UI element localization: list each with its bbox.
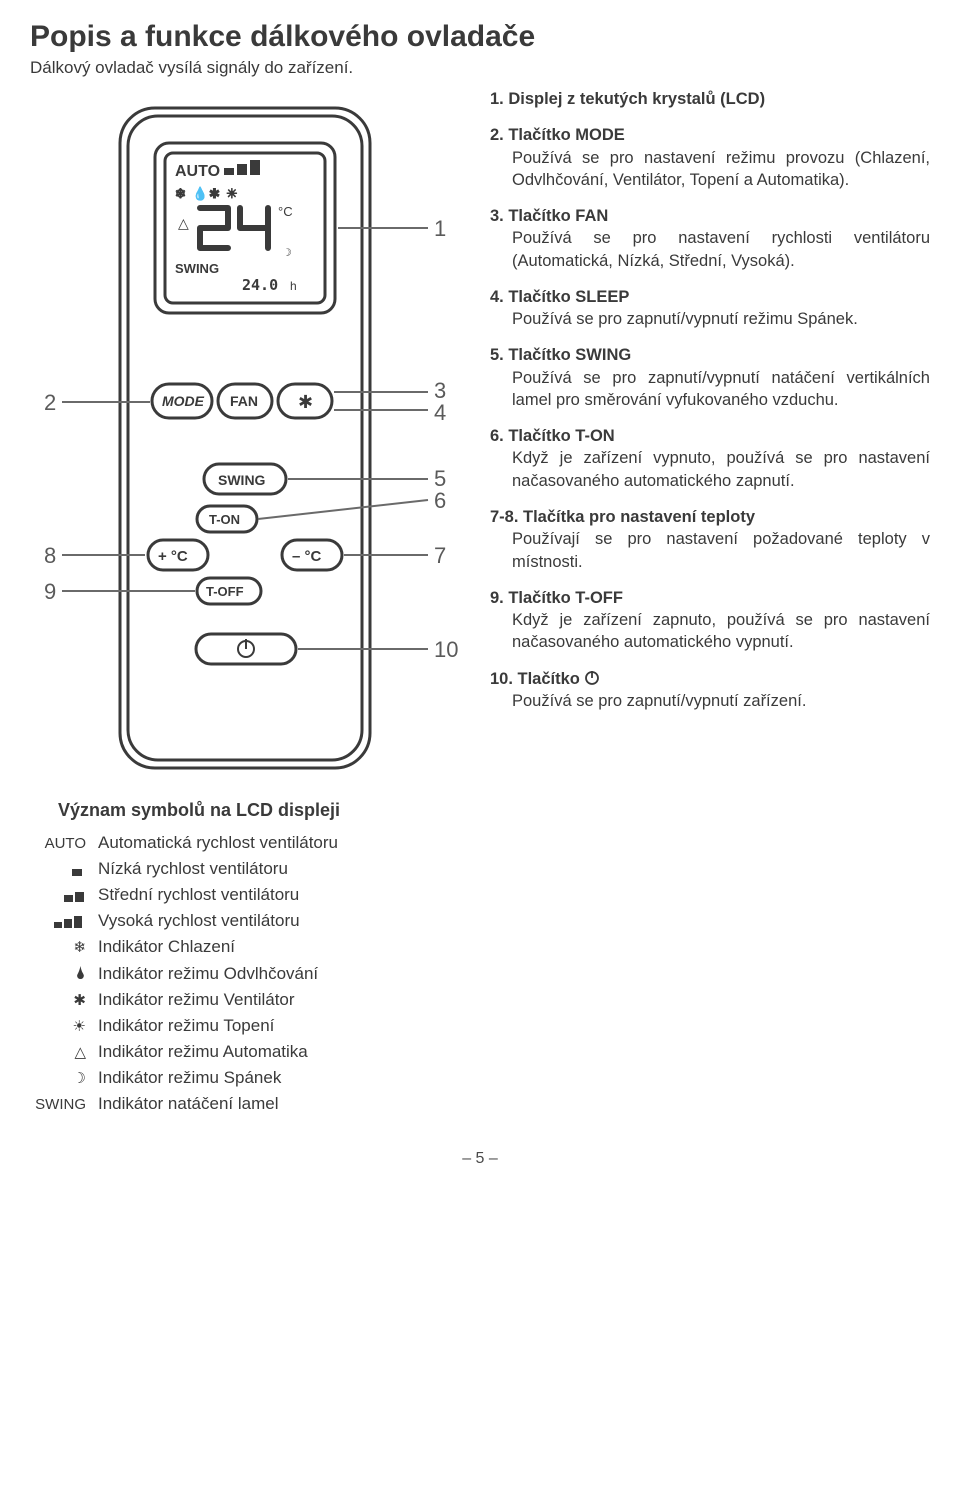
svg-text:+ °C: + °C: [158, 548, 188, 565]
sym-cool-label: Indikátor Chlazení: [98, 937, 460, 957]
svg-text:FAN: FAN: [230, 393, 258, 409]
d10-body: Používá se pro zapnutí/vypnutí zařízení.: [512, 692, 806, 710]
d2-body: Používá se pro nastavení režimu provozu …: [512, 149, 930, 189]
d1-title: 1. Displej z tekutých krystalů (LCD): [490, 90, 765, 108]
svg-text:❄: ❄: [175, 186, 186, 201]
page-subtitle: Dálkový ovladač vysílá signály do zaříze…: [30, 58, 930, 78]
d4-title: 4. Tlačítko SLEEP: [490, 288, 629, 306]
callout-4: 4: [434, 400, 446, 426]
sym-automode-icon: △: [30, 1043, 98, 1061]
callout-6: 6: [434, 488, 446, 514]
d2-title: 2. Tlačítko MODE: [490, 126, 625, 144]
svg-text:T-ON: T-ON: [209, 512, 240, 527]
d9-body: Když je zařízení zapnuto, používá se pro…: [512, 611, 930, 651]
page-title: Popis a funkce dálkového ovladače: [30, 20, 930, 54]
sym-low-label: Nízká rychlost ventilátoru: [98, 859, 460, 879]
lcd-auto: AUTO: [175, 163, 220, 180]
sym-sleep-icon: ☽: [30, 1069, 98, 1087]
d5-title: 5. Tlačítko SWING: [490, 346, 631, 364]
sym-dehum-icon: 🌢: [30, 963, 98, 984]
remote-diagram: AUTO ❄ 💧 ✱ ☀ △: [30, 88, 460, 778]
sym-swing-label: Indikátor natáčení lamel: [98, 1094, 460, 1114]
callout-7: 7: [434, 543, 446, 569]
d4-body: Používá se pro zapnutí/vypnutí režimu Sp…: [512, 310, 858, 328]
svg-text:T-OFF: T-OFF: [206, 584, 244, 599]
power-icon: [584, 670, 600, 686]
sym-swing-icon: SWING: [30, 1096, 98, 1113]
sym-fan-label: Indikátor režimu Ventilátor: [98, 990, 460, 1010]
svg-text:°C: °C: [278, 204, 293, 219]
sym-auto-label: Automatická rychlost ventilátoru: [98, 833, 460, 853]
sym-mid-label: Střední rychlost ventilátoru: [98, 885, 460, 905]
sym-mid-icon: [30, 887, 98, 904]
svg-text:☽: ☽: [282, 247, 292, 259]
sym-auto-icon: AUTO: [30, 835, 98, 852]
d6-body: Když je zařízení vypnuto, používá se pro…: [512, 449, 930, 489]
d6-title: 6. Tlačítko T-ON: [490, 427, 615, 445]
svg-text:SWING: SWING: [175, 261, 219, 276]
callout-1: 1: [434, 216, 446, 242]
svg-text:✱: ✱: [298, 392, 313, 412]
d5-body: Používá se pro zapnutí/vypnutí natáčení …: [512, 369, 930, 409]
callout-8: 8: [44, 543, 56, 569]
descriptions: 1. Displej z tekutých krystalů (LCD) 2. …: [490, 88, 930, 726]
svg-text:☀: ☀: [226, 186, 238, 201]
svg-text:△: △: [178, 215, 189, 231]
callout-10: 10: [434, 637, 458, 663]
sym-automode-label: Indikátor režimu Automatika: [98, 1042, 460, 1062]
sym-fan-icon: ✱: [30, 991, 98, 1009]
svg-text:✱: ✱: [209, 186, 220, 201]
svg-text:24.0: 24.0: [242, 276, 278, 294]
d78-title: 7-8. Tlačítka pro nastavení teploty: [490, 508, 755, 526]
sym-high-icon: [30, 913, 98, 930]
sym-high-label: Vysoká rychlost ventilátoru: [98, 911, 460, 931]
d9-title: 9. Tlačítko T-OFF: [490, 589, 623, 607]
svg-text:MODE: MODE: [162, 393, 205, 409]
sym-sleep-label: Indikátor režimu Spánek: [98, 1068, 460, 1088]
svg-text:h: h: [290, 279, 297, 293]
sym-heat-icon: ☀: [30, 1017, 98, 1035]
callout-9: 9: [44, 579, 56, 605]
svg-text:– °C: – °C: [292, 548, 322, 565]
d3-title: 3. Tlačítko FAN: [490, 207, 608, 225]
page-number: – 5 –: [30, 1150, 930, 1168]
svg-text:💧: 💧: [192, 186, 208, 201]
d3-body: Používá se pro nastavení rychlosti venti…: [512, 229, 930, 269]
sym-heat-label: Indikátor režimu Topení: [98, 1016, 460, 1036]
sym-low-icon: [30, 861, 98, 878]
callout-2: 2: [44, 390, 56, 416]
sym-dehum-label: Indikátor režimu Odvlhčování: [98, 964, 460, 984]
symbols-table: AUTO Automatická rychlost ventilátoru Ní…: [30, 833, 460, 1114]
sym-cool-icon: ❄: [30, 938, 98, 956]
svg-text:SWING: SWING: [218, 472, 266, 488]
d10-title-a: 10. Tlačítko: [490, 670, 584, 688]
d78-body: Používají se pro nastavení požadované te…: [512, 530, 930, 570]
symbols-heading: Význam symbolů na LCD displeji: [58, 800, 460, 821]
